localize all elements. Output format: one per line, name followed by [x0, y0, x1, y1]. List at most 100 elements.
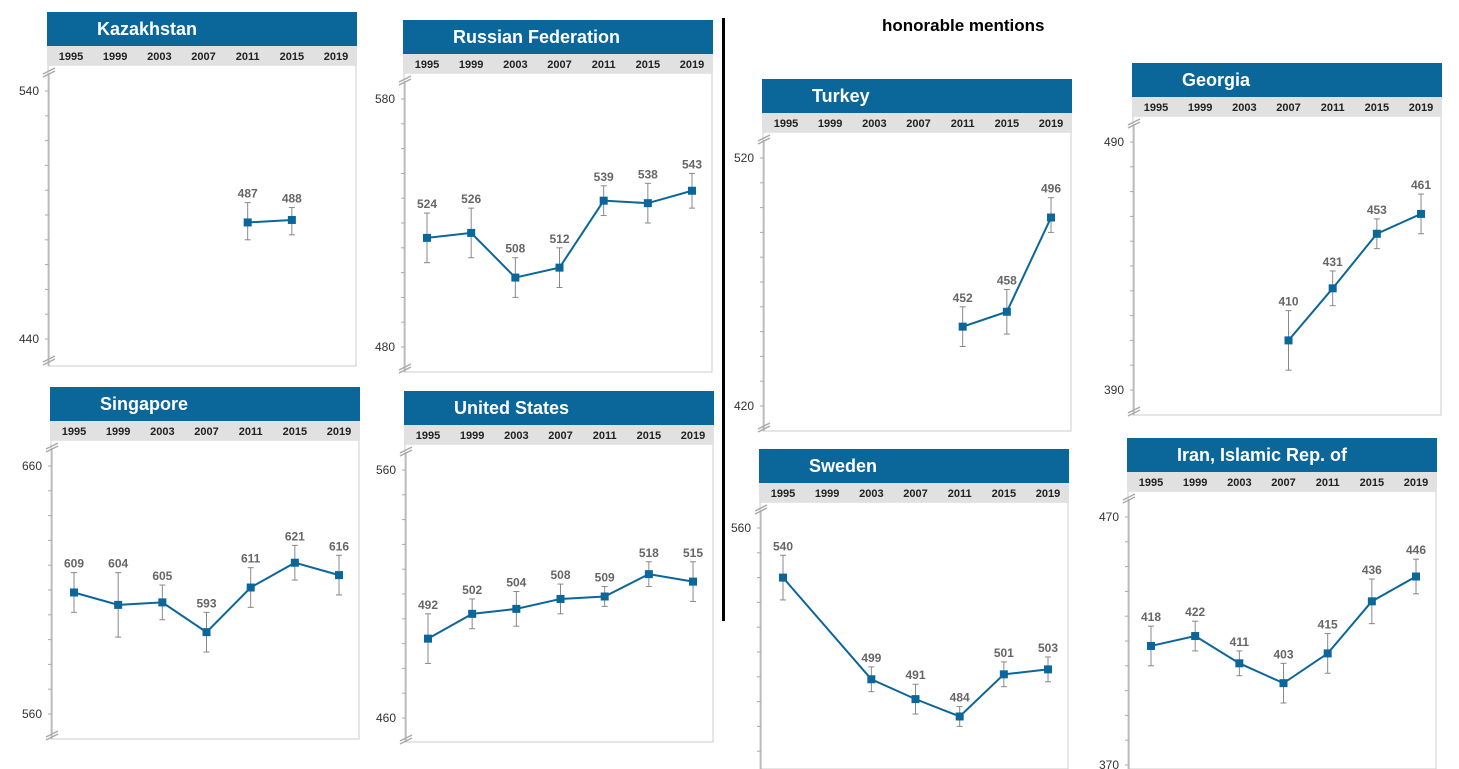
data-label: 508 [505, 242, 525, 256]
chart-panel-kazakhstan: Kazakhstan 1995 1999 2003 2007 2011 2015 2019 54… [19, 12, 357, 367]
data-label: 415 [1318, 618, 1338, 632]
data-point [688, 186, 697, 195]
series-line [782, 576, 1049, 718]
year-label: 2015 [995, 118, 1019, 130]
data-label: 611 [241, 552, 261, 566]
axis-break-mark [1122, 496, 1136, 504]
data-label: 499 [861, 651, 881, 665]
data-label: 487 [238, 187, 258, 201]
data-label: 410 [1278, 295, 1298, 309]
years-bar [762, 113, 1072, 132]
chart-title: Kazakhstan [97, 19, 197, 39]
data-point [1412, 572, 1421, 581]
chart-header [404, 391, 714, 425]
y-tick-label: 420 [734, 399, 754, 413]
data-label: 502 [462, 583, 482, 597]
section-divider [722, 18, 725, 621]
year-label: 1999 [106, 426, 130, 438]
year-label: 2003 [862, 118, 886, 130]
data-point [599, 196, 608, 205]
year-label: 1999 [818, 118, 842, 130]
year-label: 2007 [194, 426, 218, 438]
year-label: 2011 [1316, 477, 1340, 489]
plot-frame [403, 72, 713, 373]
year-label: 2007 [906, 118, 930, 130]
axis-break-mark [757, 137, 771, 145]
data-label: 431 [1323, 255, 1343, 269]
data-label: 452 [953, 291, 973, 305]
data-label: 453 [1367, 203, 1387, 217]
data-label: 508 [550, 568, 570, 582]
chart-title: Georgia [1182, 70, 1251, 90]
year-label: 2015 [1365, 102, 1389, 114]
data-point [1002, 307, 1011, 316]
data-label: 605 [152, 569, 172, 583]
year-label: 2007 [1271, 477, 1295, 489]
year-label: 1999 [459, 59, 483, 71]
year-label: 2015 [280, 51, 304, 63]
axis-break-mark [45, 445, 59, 453]
data-label: 512 [549, 232, 569, 246]
year-label: 2011 [593, 430, 617, 442]
chart-title: Russian Federation [453, 27, 620, 47]
year-label: 1995 [1144, 102, 1168, 114]
data-label: 501 [994, 646, 1014, 660]
data-point [999, 670, 1008, 679]
data-label: 609 [64, 557, 84, 571]
data-point [779, 573, 787, 582]
data-point [1191, 632, 1200, 641]
data-point [423, 233, 431, 242]
data-point [158, 598, 167, 607]
data-point [287, 215, 296, 224]
data-label: 492 [418, 598, 438, 612]
axis-break-mark [399, 446, 413, 454]
data-point [955, 712, 964, 721]
data-point [1372, 229, 1381, 238]
plot-frame [47, 64, 357, 367]
data-point [1235, 659, 1244, 668]
year-label: 1995 [1139, 477, 1163, 489]
years-bar [1127, 472, 1437, 491]
year-label: 2019 [1409, 102, 1433, 114]
y-tick-label: 520 [734, 151, 754, 165]
year-label: 2011 [948, 488, 972, 500]
years-bar [50, 421, 360, 440]
year-label: 2011 [951, 118, 975, 130]
axis-break-mark [1122, 493, 1136, 501]
year-label: 2007 [547, 59, 571, 71]
data-point [511, 273, 520, 282]
y-tick-label: 440 [19, 332, 39, 346]
chart-header [47, 12, 357, 46]
data-point [689, 577, 698, 586]
year-label: 2003 [1227, 477, 1251, 489]
chart-header [1127, 438, 1437, 472]
year-label: 2003 [147, 51, 171, 63]
year-label: 2019 [327, 426, 351, 438]
data-point [424, 634, 432, 643]
data-label: 411 [1230, 635, 1250, 649]
axis-break-mark [45, 442, 59, 450]
year-label: 1995 [416, 430, 440, 442]
data-point [1279, 679, 1288, 688]
axis-break-mark [1127, 118, 1141, 126]
data-label: 539 [594, 170, 614, 184]
axis-break-mark [42, 358, 56, 366]
axis-break-mark [42, 355, 56, 363]
data-point [600, 592, 609, 601]
y-tick-label: 490 [1104, 135, 1124, 149]
year-label: 2007 [191, 51, 215, 63]
years-bar [759, 483, 1069, 502]
year-label: 2007 [903, 488, 927, 500]
year-label: 1999 [1188, 102, 1212, 114]
axis-break-mark [757, 422, 771, 430]
axis-break-mark [398, 75, 412, 83]
plot-frame [50, 439, 360, 740]
data-point [911, 695, 920, 704]
data-point [556, 594, 565, 603]
page-heading: honorable mentions [882, 16, 1045, 35]
axis-break-mark [398, 366, 412, 374]
chart-panel-russian-federation: Russian Federation 1995 1999 2003 2007 2011 20… [375, 20, 713, 374]
data-point [958, 322, 967, 331]
data-point [1328, 284, 1337, 293]
data-label: 604 [108, 557, 128, 571]
